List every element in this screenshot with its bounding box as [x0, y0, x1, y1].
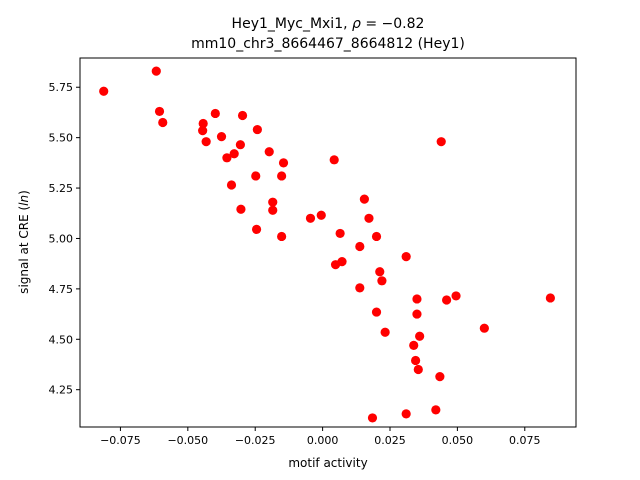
- x-tick-label: 0.000: [307, 434, 339, 447]
- scatter-point: [236, 204, 246, 214]
- scatter-point: [316, 210, 326, 220]
- y-tick-label: 4.75: [49, 283, 74, 296]
- scatter-point: [277, 171, 287, 181]
- scatter-point: [216, 132, 227, 142]
- scatter-point: [380, 327, 390, 337]
- scatter-point: [401, 252, 411, 262]
- scatter-point: [264, 147, 274, 157]
- x-tick-label: 0.075: [509, 434, 541, 447]
- scatter-point: [442, 295, 452, 305]
- scatter-point: [371, 307, 382, 317]
- scatter-point: [479, 323, 489, 333]
- scatter-point: [412, 294, 422, 304]
- data-points: [99, 66, 555, 423]
- scatter-point: [99, 86, 109, 96]
- scatter-point: [359, 194, 369, 204]
- scatter-point: [201, 137, 211, 147]
- scatter-point: [229, 149, 239, 159]
- y-tick-label: 4.25: [49, 384, 74, 397]
- scatter-point: [251, 224, 262, 234]
- x-tick-label: −0.075: [100, 434, 141, 447]
- y-tick-label: 5.75: [49, 81, 74, 94]
- x-axis-label: motif activity: [288, 456, 367, 470]
- y-axis-ticks: 4.25 4.50 4.75 5.00 5.25 5.50 5.75: [49, 81, 80, 397]
- scatter-point: [226, 180, 237, 190]
- chart-title-line1: Hey1_Myc_Mxi1, ρ = −0.82: [232, 16, 425, 32]
- scatter-point: [337, 257, 347, 267]
- scatter-point: [371, 231, 382, 242]
- y-axis-label: signal at CRE (ln): [17, 190, 31, 294]
- chart-title-line2: mm10_chr3_8664467_8664812 (Hey1): [191, 36, 465, 52]
- scatter-point: [367, 413, 378, 423]
- x-tick-label: 0.025: [374, 434, 406, 447]
- scatter-point: [377, 276, 387, 286]
- scatter-point: [154, 106, 165, 117]
- x-tick-label: −0.050: [167, 434, 208, 447]
- scatter-point: [329, 155, 339, 165]
- x-axis-ticks: −0.075 −0.050 −0.025 0.000 0.025 0.050 0.075: [100, 427, 541, 447]
- scatter-point: [436, 137, 446, 147]
- scatter-point: [401, 409, 411, 419]
- x-tick-label: 0.050: [442, 434, 474, 447]
- x-tick-label: −0.025: [235, 434, 276, 447]
- scatter-point: [409, 340, 419, 350]
- y-tick-label: 5.00: [49, 232, 74, 245]
- scatter-point: [268, 197, 278, 207]
- scatter-point: [431, 405, 441, 415]
- scatter-point: [237, 110, 248, 121]
- scatter-point: [278, 158, 289, 168]
- y-tick-label: 5.25: [49, 182, 74, 195]
- scatter-point: [305, 213, 316, 223]
- scatter-point: [355, 283, 365, 293]
- scatter-point: [415, 331, 425, 341]
- scatter-point: [198, 125, 208, 136]
- y-tick-label: 4.50: [49, 333, 74, 346]
- scatter-point: [355, 241, 365, 252]
- scatter-point: [545, 293, 555, 303]
- scatter-point: [198, 118, 208, 129]
- scatter-point: [210, 108, 220, 119]
- scatter-point: [411, 355, 421, 366]
- scatter-point: [222, 153, 232, 163]
- scatter-point: [451, 291, 461, 301]
- scatter-point: [151, 66, 161, 76]
- plot-frame: [79, 57, 577, 428]
- scatter-point: [375, 267, 385, 277]
- scatter-point: [435, 371, 445, 382]
- scatter-point: [252, 124, 262, 135]
- scatter-point: [412, 309, 422, 319]
- scatter-point: [277, 231, 287, 242]
- scatter-point: [364, 213, 374, 223]
- scatter-point: [251, 171, 261, 181]
- scatter-point: [158, 117, 168, 128]
- scatter-point: [268, 205, 278, 215]
- scatter-point: [335, 228, 345, 239]
- scatter-point: [413, 364, 423, 375]
- y-tick-label: 5.50: [49, 132, 74, 145]
- scatter-point: [235, 140, 245, 150]
